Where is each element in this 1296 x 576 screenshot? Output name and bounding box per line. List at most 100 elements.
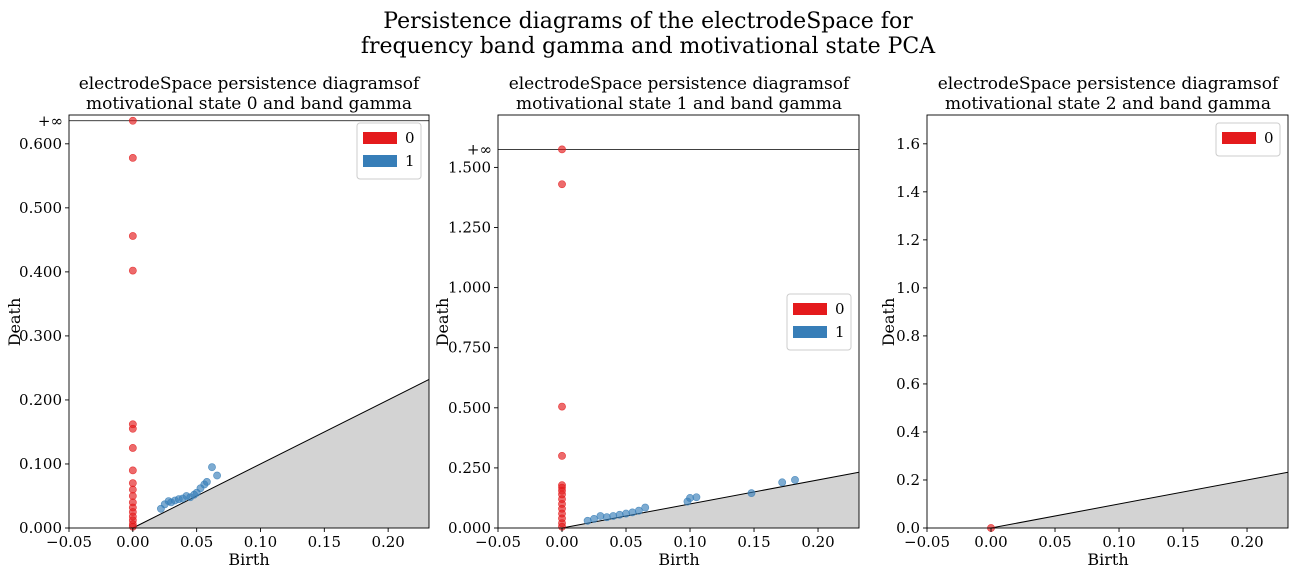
plot-area: +∞ −0.05 0.00 0.05 0.10 0.15 0.20 0.000 0.100 0.2…	[19, 112, 430, 551]
diagonal-line	[990, 471, 1289, 529]
subplot-title-line2: motivational state 0 and band gamma	[86, 94, 412, 114]
subplot-2: electrodeSpace persistence diagramsof mo…	[879, 74, 1289, 569]
y-tick-label: 0.4	[896, 423, 920, 441]
data-point-h1	[609, 512, 618, 520]
data-point-h0	[128, 232, 137, 240]
y-tick-label: 1.2	[896, 231, 920, 249]
x-tick-label: 0.10	[244, 533, 277, 551]
subplot-0: electrodeSpace persistence diagramsof mo…	[5, 74, 430, 569]
data-point-h0	[558, 402, 566, 411]
y-tick-label: 0.000	[19, 519, 62, 537]
data-point-h1	[791, 476, 799, 484]
legend-swatch-h1	[793, 326, 827, 338]
y-tick-label: 0.8	[896, 327, 920, 345]
data-point-h1	[583, 516, 592, 525]
y-tick-label: 1.250	[448, 219, 491, 237]
diagonal-line	[132, 379, 430, 529]
y-tick-label: 1.000	[448, 279, 491, 297]
y-tick-label: 0.200	[19, 391, 62, 409]
y-tick-label: 0.2	[896, 471, 920, 489]
data-point-h1	[590, 514, 598, 523]
data-point-h1	[628, 508, 637, 517]
data-point-h0	[128, 444, 137, 452]
plot-area: −0.05 0.00 0.05 0.10 0.15 0.20 0.0 0.2 0.4 0.6 0.8…	[896, 114, 1289, 551]
legend-label-h0: 0	[1264, 129, 1274, 147]
data-point-h0	[128, 266, 137, 275]
x-tick-label: 0.05	[1038, 533, 1071, 551]
infinity-label: +∞	[467, 140, 492, 158]
x-axis-label: Birth	[228, 550, 269, 569]
data-point-h1	[615, 510, 624, 519]
data-point-h1	[747, 489, 756, 498]
y-tick-label: 0.750	[448, 339, 491, 357]
x-tick-label: 0.15	[308, 533, 341, 551]
x-tick-label: −0.05	[475, 533, 521, 551]
subplot-title-line1: electrodeSpace persistence diagramsof	[938, 74, 1280, 94]
y-tick-label: 0.400	[19, 263, 62, 281]
legend-swatch-h0	[363, 132, 397, 144]
data-point-h0	[128, 116, 137, 125]
y-tick-label: 0.500	[19, 199, 62, 217]
y-axis-label: Death	[433, 298, 452, 347]
y-tick-label: 1.0	[896, 279, 920, 297]
data-point-h1	[634, 506, 643, 515]
y-axis-label: Death	[879, 298, 898, 347]
data-point-h0	[558, 451, 566, 460]
legend-label-h0: 0	[405, 129, 415, 147]
x-tick-label: 0.00	[545, 533, 578, 551]
x-tick-label: −0.05	[904, 533, 950, 551]
plot-area: +∞ −0.05 0.00 0.05 0.10 0.15 0.20 0.000 0.250 0.5…	[448, 114, 860, 551]
infinity-label: +∞	[38, 112, 63, 130]
data-point-h0	[558, 180, 566, 189]
figure-title-line2: frequency band gamma and motivational st…	[361, 34, 936, 59]
data-point-h1	[641, 503, 650, 512]
subplot-title-line2: motivational state 1 and band gamma	[516, 94, 842, 114]
data-point-h1	[778, 478, 787, 487]
subplot-title-line2: motivational state 2 and band gamma	[945, 94, 1271, 114]
x-tick-label: 0.15	[1166, 533, 1199, 551]
data-point-h1	[686, 494, 694, 502]
legend-label-h1: 1	[405, 152, 415, 170]
axes-frame	[68, 114, 430, 529]
data-point-h1	[208, 463, 216, 472]
y-tick-label: 1.500	[448, 158, 491, 176]
data-point-h0	[128, 466, 137, 475]
y-tick-label: 1.6	[896, 135, 920, 153]
data-point-h1	[213, 471, 221, 480]
subplot-title-line1: electrodeSpace persistence diagramsof	[79, 74, 421, 94]
legend: 01	[786, 293, 852, 351]
data-point-h1	[602, 513, 611, 522]
axes-frame	[497, 114, 860, 529]
y-tick-label: 0.300	[19, 327, 62, 345]
subplot-title-line1: electrodeSpace persistence diagramsof	[509, 74, 851, 94]
x-tick-label: −0.05	[46, 533, 92, 551]
x-tick-label: 0.20	[1230, 533, 1263, 551]
x-axis-label: Birth	[1087, 550, 1128, 569]
data-point-h0	[558, 145, 566, 154]
y-tick-label: 0.600	[19, 135, 62, 153]
data-point-h1	[596, 512, 605, 520]
y-tick-label: 0.000	[448, 519, 491, 537]
legend: 01	[356, 122, 422, 180]
data-point-h1	[202, 477, 211, 486]
x-tick-label: 0.10	[1102, 533, 1135, 551]
legend: 0	[1215, 122, 1281, 157]
y-tick-label: 0.500	[448, 399, 491, 417]
data-point-h0	[128, 154, 137, 162]
y-tick-label: 1.4	[896, 183, 920, 201]
legend-swatch-h1	[363, 155, 397, 167]
x-tick-label: 0.20	[801, 533, 834, 551]
x-axis-label: Birth	[658, 550, 699, 569]
data-point-h1	[692, 493, 701, 502]
x-tick-label: 0.00	[116, 533, 149, 551]
subplot-1: electrodeSpace persistence diagramsof mo…	[433, 74, 860, 569]
x-tick-label: 0.05	[609, 533, 642, 551]
y-tick-label: 0.100	[19, 455, 62, 473]
x-tick-label: 0.00	[974, 533, 1007, 551]
x-tick-label: 0.20	[371, 533, 404, 551]
figure-title-line1: Persistence diagrams of the electrodeSpa…	[383, 9, 913, 34]
legend-label-h1: 1	[835, 323, 845, 341]
legend-label-h0: 0	[835, 300, 845, 318]
y-axis-label: Death	[5, 298, 24, 347]
y-tick-label: 0.250	[448, 459, 491, 477]
